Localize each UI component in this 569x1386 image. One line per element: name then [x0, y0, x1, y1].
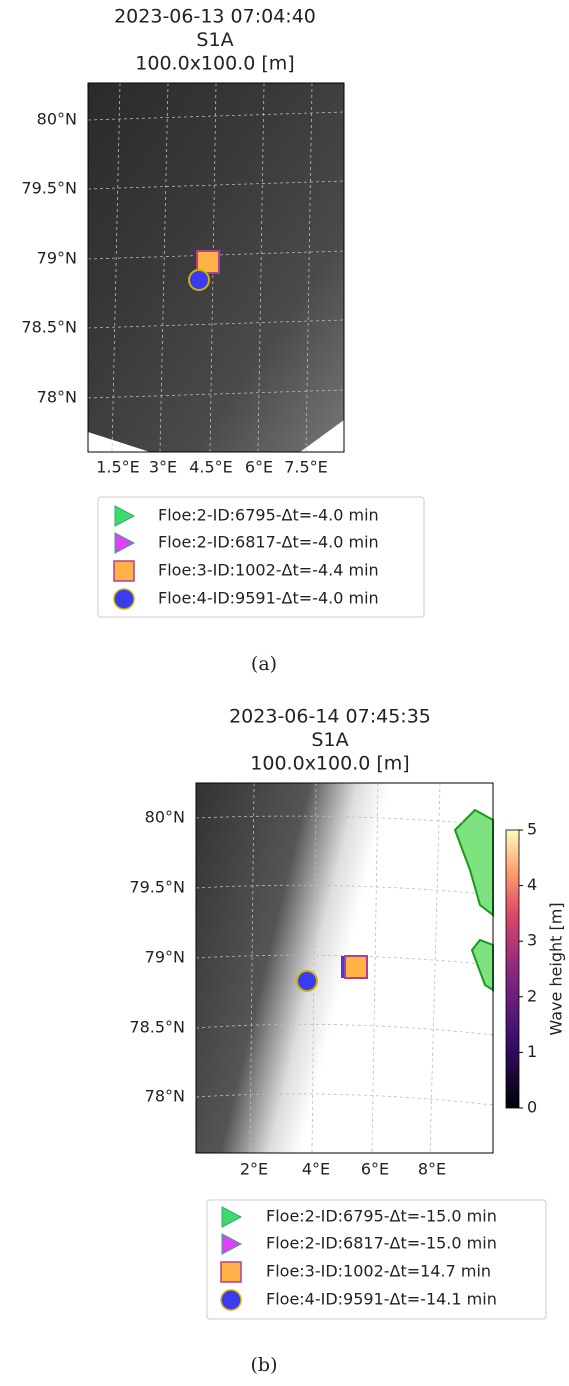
- x-tick-label: 1.5°E: [96, 458, 140, 477]
- x-tick-label: 4°E: [302, 1160, 330, 1179]
- legend-label: Floe:4-ID:9591-Δt=-4.0 min: [158, 589, 379, 608]
- legend: Floe:2-ID:6795-Δt=-15.0 min Floe:2-ID:681…: [207, 1200, 546, 1319]
- y-tick-label: 79°N: [145, 948, 185, 967]
- legend-label: Floe:3-ID:1002-Δt=14.7 min: [266, 1262, 491, 1281]
- legend-label: Floe:2-ID:6817-Δt=-15.0 min: [266, 1234, 497, 1253]
- y-tick-label: 78°N: [37, 388, 77, 407]
- colorbar-tick-label: 5: [527, 820, 537, 839]
- x-tick-label: 3°E: [149, 458, 177, 477]
- y-tick-label: 80°N: [145, 808, 185, 827]
- legend-label: Floe:2-ID:6817-Δt=-4.0 min: [158, 533, 379, 552]
- legend-marker: [221, 1290, 241, 1310]
- legend-marker: [221, 1262, 241, 1282]
- y-tick-label: 79.5°N: [129, 878, 185, 897]
- legend: Floe:2-ID:6795-Δt=-4.0 min Floe:2-ID:6817…: [98, 497, 424, 617]
- legend-label: Floe:4-ID:9591-Δt=-14.1 min: [266, 1290, 497, 1309]
- legend-label: Floe:3-ID:1002-Δt=-4.4 min: [158, 561, 379, 580]
- panel-title: S1A: [196, 29, 233, 51]
- colorbar-tick-label: 3: [527, 931, 537, 950]
- colorbar-tick-label: 4: [527, 875, 537, 894]
- colorbar-tick-label: 2: [527, 986, 537, 1005]
- y-tick-label: 78.5°N: [129, 1018, 185, 1037]
- caption: (b): [251, 1354, 278, 1376]
- x-tick-label: 6°E: [245, 458, 273, 477]
- x-tick-label: 6°E: [361, 1160, 389, 1179]
- y-tick-label: 78°N: [145, 1087, 185, 1106]
- panel-title: 2023-06-13 07:04:40: [114, 6, 316, 28]
- colorbar: [506, 830, 519, 1108]
- panel-title: 2023-06-14 07:45:35: [229, 706, 431, 728]
- colorbar-label: Wave height [m]: [547, 902, 566, 1035]
- map-a: [88, 83, 344, 452]
- legend-label: Floe:2-ID:6795-Δt=-4.0 min: [158, 506, 379, 525]
- y-tick-label: 78.5°N: [21, 318, 77, 337]
- colorbar-tick-label: 0: [527, 1098, 537, 1117]
- map-b: [196, 783, 493, 1153]
- legend-label: Floe:2-ID:6795-Δt=-15.0 min: [266, 1207, 497, 1226]
- x-tick-label: 2°E: [240, 1160, 268, 1179]
- legend-marker: [114, 561, 134, 581]
- colorbar-tick-label: 1: [527, 1042, 537, 1061]
- figure: 2023-06-13 07:04:40S1A100.0x100.0 [m]80°…: [0, 0, 569, 1386]
- panel-title: 100.0x100.0 [m]: [135, 53, 294, 75]
- caption: (a): [251, 653, 277, 675]
- y-tick-label: 80°N: [37, 110, 77, 129]
- legend-marker: [114, 589, 134, 609]
- panel-title: 100.0x100.0 [m]: [250, 753, 409, 775]
- y-tick-label: 79°N: [37, 249, 77, 268]
- x-tick-label: 8°E: [418, 1160, 446, 1179]
- x-tick-label: 4.5°E: [189, 458, 233, 477]
- y-tick-label: 79.5°N: [21, 179, 77, 198]
- panel-title: S1A: [311, 729, 348, 751]
- x-tick-label: 7.5°E: [284, 458, 328, 477]
